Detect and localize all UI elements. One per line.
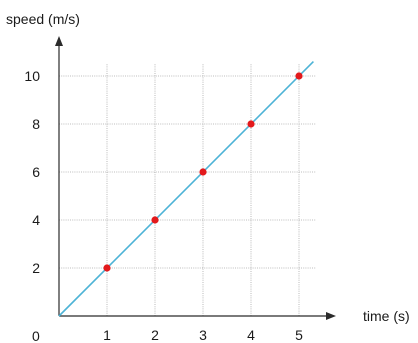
x-axis-arrow: [326, 312, 336, 320]
axes: [55, 36, 336, 320]
y-tick-label: 2: [32, 260, 40, 276]
data-series: [58, 61, 314, 317]
data-point: [199, 168, 207, 176]
y-tick-label: 4: [32, 212, 40, 228]
data-point: [151, 216, 159, 224]
data-point: [103, 264, 111, 272]
x-tick-label: 4: [247, 327, 255, 343]
data-point: [295, 72, 303, 80]
data-point: [247, 120, 255, 128]
y-axis-arrow: [55, 36, 63, 46]
x-tick-label: 3: [199, 327, 207, 343]
x-tick-label: 2: [151, 327, 159, 343]
y-tick-label: 6: [32, 164, 40, 180]
x-axis-title: time (s): [363, 308, 410, 324]
series-line: [58, 61, 314, 317]
y-tick-label: 10: [24, 68, 40, 84]
x-tick-label: 5: [295, 327, 303, 343]
y-tick-label: 8: [32, 116, 40, 132]
x-tick-label: 1: [103, 327, 111, 343]
tick-labels: 1 2 3 4 5 2 4 6 8 10: [24, 68, 303, 343]
grid-lines: [59, 64, 316, 316]
y-axis-title: speed (m/s): [6, 11, 80, 27]
origin-label: 0: [32, 328, 40, 343]
